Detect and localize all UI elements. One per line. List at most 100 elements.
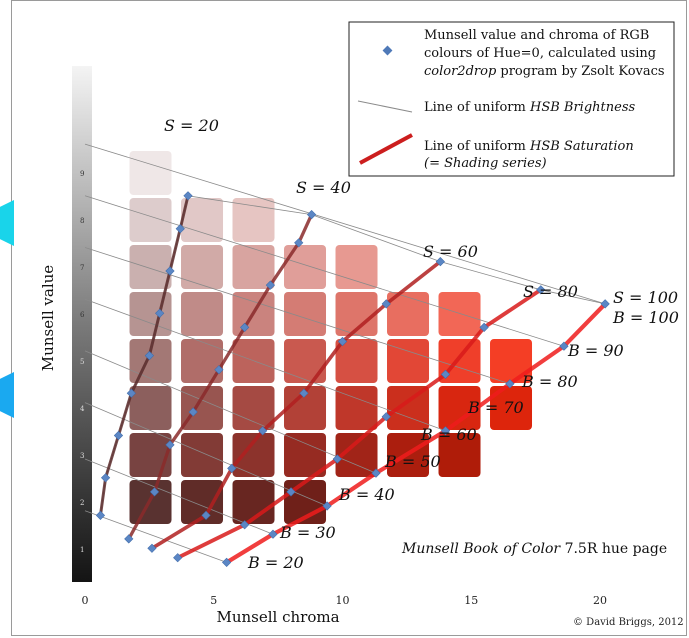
munsell-swatch — [129, 198, 172, 242]
munsell-swatch — [490, 339, 533, 383]
data-point — [337, 336, 348, 347]
saturation-label: S = 20 — [164, 116, 219, 135]
munsell-swatch — [181, 198, 224, 242]
value-scale-labels: 1 2 3 4 5 6 7 8 9 — [80, 170, 85, 554]
data-point — [286, 487, 296, 497]
saturation-label: S = 100 — [613, 288, 678, 307]
data-point — [479, 322, 489, 332]
x-axis-ticks: 0 5 10 15 20 — [82, 594, 608, 607]
legend-entry-saturation-line-2: (= Shading series) — [424, 156, 547, 171]
legend-thin-line-icon — [357, 100, 413, 113]
data-point — [113, 430, 124, 441]
y-axis-label: Munsell value — [39, 265, 57, 371]
legend-entry-saturation-line-1: Line of uniform HSB Saturation — [424, 139, 634, 154]
saturation-label: S = 60 — [423, 242, 478, 261]
value-scale-label: 2 — [80, 499, 84, 507]
munsell-swatch — [387, 292, 430, 336]
data-point — [149, 487, 160, 497]
munsell-swatch — [490, 386, 533, 430]
data-point — [307, 210, 317, 220]
munsell-swatch — [335, 339, 378, 383]
munsell-swatch — [335, 386, 378, 430]
munsell-swatch — [181, 433, 224, 477]
x-tick-label: 15 — [464, 594, 478, 607]
value-scale-strip — [72, 66, 92, 582]
legend-entry-points-line-2: colours of Hue=0, calculated using — [424, 46, 656, 61]
legend-entry-points-line-3: color2drop program by Zsolt Kovacs — [424, 64, 665, 79]
saturation-label: S = 40 — [296, 178, 351, 197]
data-point — [214, 365, 224, 375]
legend-entry-brightness: Line of uniform HSB Brightness — [424, 100, 635, 115]
data-point — [265, 280, 275, 290]
munsell-swatch — [284, 433, 327, 477]
legend: Munsell value and chroma of RGB colours … — [348, 21, 675, 177]
data-point — [505, 379, 515, 389]
data-point — [322, 501, 332, 511]
data-point — [126, 388, 136, 398]
brightness-label: B = 60 — [420, 425, 477, 444]
value-scale-label: 1 — [80, 546, 84, 554]
brightness-label: B = 50 — [384, 452, 441, 471]
munsell-swatch — [438, 292, 481, 336]
brightness-label: B = 90 — [567, 341, 624, 360]
data-point — [147, 543, 157, 553]
data-point — [95, 510, 106, 520]
data-point — [435, 257, 445, 267]
data-point — [440, 369, 451, 379]
brightness-line — [84, 298, 446, 432]
data-point — [165, 266, 175, 276]
data-point — [240, 322, 250, 332]
data-point — [165, 440, 175, 450]
value-scale-label: 6 — [80, 311, 85, 319]
saturation-label: S = 80 — [523, 282, 578, 301]
munsell-swatch — [232, 433, 275, 477]
munsell-swatch — [335, 292, 378, 336]
data-point — [240, 520, 250, 530]
data-point — [183, 191, 193, 201]
data-point — [536, 285, 546, 295]
brightness-line — [84, 247, 510, 385]
data-point — [332, 454, 342, 464]
legend-thick-line-icon — [359, 133, 413, 165]
value-scale-gradient — [72, 66, 92, 582]
value-scale-label: 7 — [80, 264, 84, 272]
munsell-swatch — [129, 292, 172, 336]
data-point — [381, 299, 391, 309]
saturation-labels: S = 20 S = 40 S = 60 S = 80 S = 100 — [164, 116, 678, 307]
data-point — [201, 510, 211, 520]
data-point — [173, 553, 183, 563]
munsell-swatch — [284, 339, 327, 383]
value-scale-label: 4 — [80, 405, 85, 413]
data-point — [222, 557, 232, 567]
data-points — [95, 191, 610, 567]
x-tick-label: 5 — [210, 594, 217, 607]
data-point — [371, 468, 381, 478]
munsell-swatch — [181, 480, 224, 524]
munsell-swatch — [387, 339, 430, 383]
munsell-swatch — [129, 433, 172, 477]
data-point — [600, 299, 610, 309]
data-point — [294, 238, 304, 248]
brightness-line — [84, 510, 227, 563]
data-point — [155, 308, 165, 318]
data-point — [175, 224, 185, 234]
munsell-swatch — [335, 245, 378, 289]
x-tick-label: 0 — [82, 594, 89, 607]
munsell-swatch — [335, 433, 378, 477]
munsell-swatch — [284, 245, 327, 289]
brightness-line — [84, 458, 274, 535]
munsell-swatch — [181, 339, 224, 383]
data-point — [188, 407, 198, 417]
data-point — [440, 426, 451, 436]
value-scale-label: 9 — [80, 170, 84, 178]
brightness-label: B = 100 — [612, 308, 679, 327]
saturation-series-line — [150, 259, 443, 551]
munsell-swatch — [129, 386, 172, 430]
credit-text: © David Briggs, 2012 — [573, 617, 684, 628]
brightness-line — [84, 350, 377, 474]
x-tick-label: 20 — [593, 594, 607, 607]
brightness-line — [84, 143, 606, 305]
data-point — [101, 473, 111, 483]
munsell-swatch — [129, 245, 172, 289]
